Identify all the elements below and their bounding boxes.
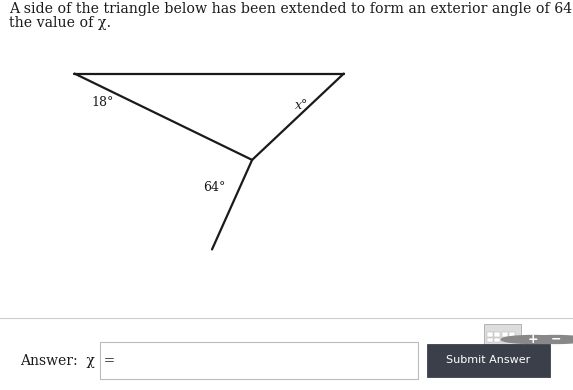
Text: the value of χ.: the value of χ. <box>9 16 111 30</box>
FancyBboxPatch shape <box>427 344 550 377</box>
Bar <box>502 338 508 342</box>
Bar <box>509 338 515 342</box>
Text: +: + <box>528 333 538 346</box>
Bar <box>509 332 515 337</box>
Text: A side of the triangle below has been extended to form an exterior angle of 64°.: A side of the triangle below has been ex… <box>9 2 573 16</box>
Bar <box>494 332 500 337</box>
Bar <box>487 338 493 342</box>
Text: 64°: 64° <box>203 181 226 194</box>
Text: Answer:  χ  =: Answer: χ = <box>20 354 115 368</box>
Text: Submit Answer: Submit Answer <box>446 355 531 365</box>
Text: 18°: 18° <box>92 96 114 109</box>
Text: x°: x° <box>295 99 308 112</box>
Bar <box>502 332 508 337</box>
FancyBboxPatch shape <box>484 324 521 345</box>
Bar <box>100 342 418 379</box>
Circle shape <box>501 335 564 344</box>
Text: −: − <box>551 333 561 346</box>
Circle shape <box>524 335 573 344</box>
Bar <box>487 332 493 337</box>
Bar <box>494 338 500 342</box>
